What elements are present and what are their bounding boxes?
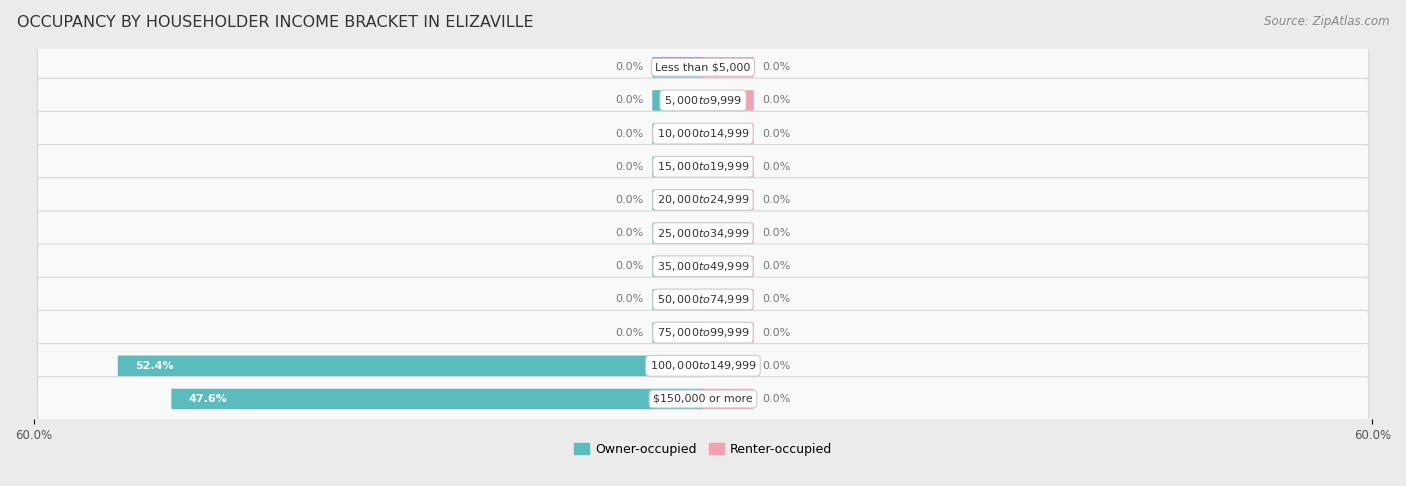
FancyBboxPatch shape: [38, 78, 1368, 122]
FancyBboxPatch shape: [38, 377, 1368, 421]
Text: Less than $5,000: Less than $5,000: [655, 62, 751, 72]
FancyBboxPatch shape: [118, 356, 703, 376]
Text: Source: ZipAtlas.com: Source: ZipAtlas.com: [1264, 15, 1389, 28]
FancyBboxPatch shape: [38, 144, 1368, 189]
FancyBboxPatch shape: [703, 57, 754, 78]
FancyBboxPatch shape: [38, 45, 1368, 89]
FancyBboxPatch shape: [652, 322, 703, 343]
FancyBboxPatch shape: [652, 123, 703, 144]
Text: 0.0%: 0.0%: [616, 295, 644, 304]
Text: 0.0%: 0.0%: [616, 62, 644, 72]
FancyBboxPatch shape: [652, 223, 703, 243]
FancyBboxPatch shape: [38, 244, 1368, 289]
FancyBboxPatch shape: [703, 389, 754, 409]
Text: $10,000 to $14,999: $10,000 to $14,999: [657, 127, 749, 140]
FancyBboxPatch shape: [703, 223, 754, 243]
FancyBboxPatch shape: [703, 289, 754, 310]
FancyBboxPatch shape: [172, 389, 703, 409]
FancyBboxPatch shape: [38, 344, 1368, 388]
FancyBboxPatch shape: [38, 311, 1368, 355]
Text: 52.4%: 52.4%: [135, 361, 174, 371]
FancyBboxPatch shape: [38, 277, 1368, 322]
FancyBboxPatch shape: [652, 190, 703, 210]
Text: 0.0%: 0.0%: [762, 295, 790, 304]
FancyBboxPatch shape: [652, 156, 703, 177]
Text: $50,000 to $74,999: $50,000 to $74,999: [657, 293, 749, 306]
Text: 0.0%: 0.0%: [762, 162, 790, 172]
Text: 0.0%: 0.0%: [616, 228, 644, 238]
Text: 0.0%: 0.0%: [762, 195, 790, 205]
FancyBboxPatch shape: [652, 289, 703, 310]
FancyBboxPatch shape: [652, 256, 703, 277]
Text: 0.0%: 0.0%: [616, 328, 644, 338]
FancyBboxPatch shape: [703, 256, 754, 277]
Text: 0.0%: 0.0%: [616, 95, 644, 105]
Text: 0.0%: 0.0%: [762, 129, 790, 139]
Text: $25,000 to $34,999: $25,000 to $34,999: [657, 226, 749, 240]
Text: 0.0%: 0.0%: [762, 95, 790, 105]
Text: 0.0%: 0.0%: [616, 162, 644, 172]
Text: 0.0%: 0.0%: [616, 195, 644, 205]
Text: 0.0%: 0.0%: [616, 261, 644, 271]
Text: $75,000 to $99,999: $75,000 to $99,999: [657, 326, 749, 339]
Text: 0.0%: 0.0%: [762, 361, 790, 371]
Text: 0.0%: 0.0%: [762, 62, 790, 72]
FancyBboxPatch shape: [703, 123, 754, 144]
FancyBboxPatch shape: [38, 111, 1368, 156]
Text: $100,000 to $149,999: $100,000 to $149,999: [650, 359, 756, 372]
FancyBboxPatch shape: [703, 322, 754, 343]
Text: 0.0%: 0.0%: [762, 394, 790, 404]
FancyBboxPatch shape: [703, 90, 754, 111]
Legend: Owner-occupied, Renter-occupied: Owner-occupied, Renter-occupied: [568, 438, 838, 461]
FancyBboxPatch shape: [38, 211, 1368, 255]
Text: 0.0%: 0.0%: [616, 129, 644, 139]
FancyBboxPatch shape: [703, 190, 754, 210]
Text: 0.0%: 0.0%: [762, 328, 790, 338]
Text: $15,000 to $19,999: $15,000 to $19,999: [657, 160, 749, 174]
Text: $35,000 to $49,999: $35,000 to $49,999: [657, 260, 749, 273]
Text: $150,000 or more: $150,000 or more: [654, 394, 752, 404]
FancyBboxPatch shape: [703, 156, 754, 177]
Text: $20,000 to $24,999: $20,000 to $24,999: [657, 193, 749, 207]
Text: 0.0%: 0.0%: [762, 228, 790, 238]
FancyBboxPatch shape: [703, 356, 754, 376]
Text: 47.6%: 47.6%: [188, 394, 228, 404]
FancyBboxPatch shape: [652, 57, 703, 78]
FancyBboxPatch shape: [38, 178, 1368, 222]
Text: 0.0%: 0.0%: [762, 261, 790, 271]
Text: OCCUPANCY BY HOUSEHOLDER INCOME BRACKET IN ELIZAVILLE: OCCUPANCY BY HOUSEHOLDER INCOME BRACKET …: [17, 15, 533, 30]
FancyBboxPatch shape: [652, 90, 703, 111]
Text: $5,000 to $9,999: $5,000 to $9,999: [664, 94, 742, 107]
